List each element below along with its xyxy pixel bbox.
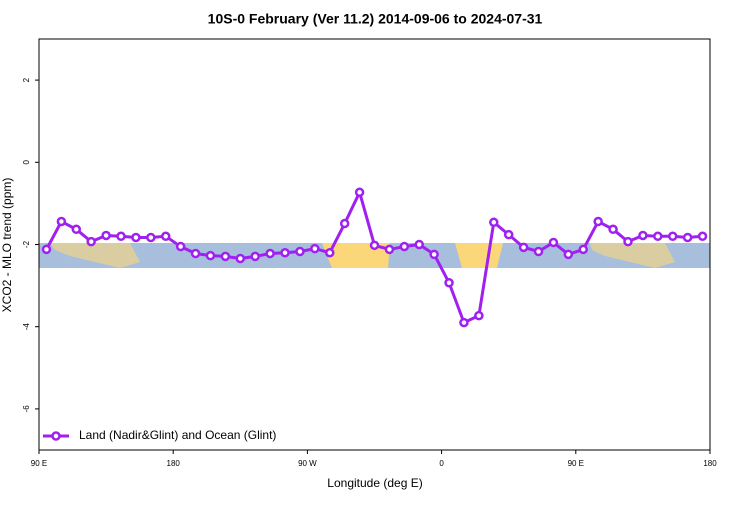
data-point [41, 244, 52, 255]
y-tick-label: -2 [22, 240, 31, 248]
data-point [608, 224, 618, 235]
x-axis-label: Longitude (deg E) [327, 476, 422, 490]
data-point [638, 230, 648, 241]
data-point [280, 247, 290, 258]
data-point [101, 230, 111, 241]
x-tick-label: 180 [703, 459, 717, 468]
data-point [56, 216, 67, 227]
y-tick-label: -6 [22, 405, 31, 413]
data-point [474, 310, 484, 321]
data-point [265, 248, 275, 259]
y-tick-label: -4 [22, 323, 31, 331]
data-point [310, 243, 320, 254]
data-point [399, 241, 410, 252]
y-tick-label: 0 [22, 160, 31, 165]
data-point [369, 240, 380, 251]
data-point [518, 242, 529, 253]
data-point [190, 248, 201, 259]
data-point [354, 187, 365, 198]
data-point [86, 236, 96, 247]
data-point [667, 231, 678, 242]
data-point [71, 224, 82, 235]
data-point [235, 253, 246, 264]
data-point [146, 232, 156, 243]
data-point [325, 247, 335, 258]
data-point [295, 246, 305, 257]
data-point [563, 249, 574, 260]
data-point [533, 246, 544, 257]
data-point [444, 277, 454, 288]
chart-title: 10S-0 February (Ver 11.2) 2014-09-06 to … [208, 11, 543, 27]
data-point [593, 216, 603, 227]
legend-marker [51, 431, 61, 441]
y-axis-label: XCO2 - MLO trend (ppm) [0, 178, 14, 313]
data-point [653, 231, 663, 242]
data-point [459, 317, 469, 328]
data-point [429, 249, 439, 260]
data-point [548, 237, 559, 248]
data-point [339, 218, 350, 229]
data-point [205, 250, 216, 261]
data-point [578, 244, 589, 255]
x-tick-label: 0 [439, 459, 444, 468]
data-point [384, 244, 395, 255]
data-point [682, 232, 693, 243]
x-tick-label: 90 E [568, 459, 584, 468]
x-tick-label: 90 E [31, 459, 47, 468]
data-point [697, 231, 708, 242]
data-point [175, 241, 186, 252]
data-point [503, 229, 514, 240]
data-point [489, 217, 499, 228]
x-tick-label: 90 W [298, 459, 317, 468]
data-point [250, 251, 260, 262]
data-point [623, 236, 633, 247]
data-point [116, 231, 126, 242]
x-tick-label: 180 [167, 459, 181, 468]
data-point [220, 251, 231, 262]
data-point [414, 239, 424, 250]
legend-label: Land (Nadir&Glint) and Ocean (Glint) [79, 428, 276, 442]
data-point [131, 232, 141, 243]
data-point [160, 231, 171, 242]
y-tick-label: 2 [22, 77, 31, 82]
